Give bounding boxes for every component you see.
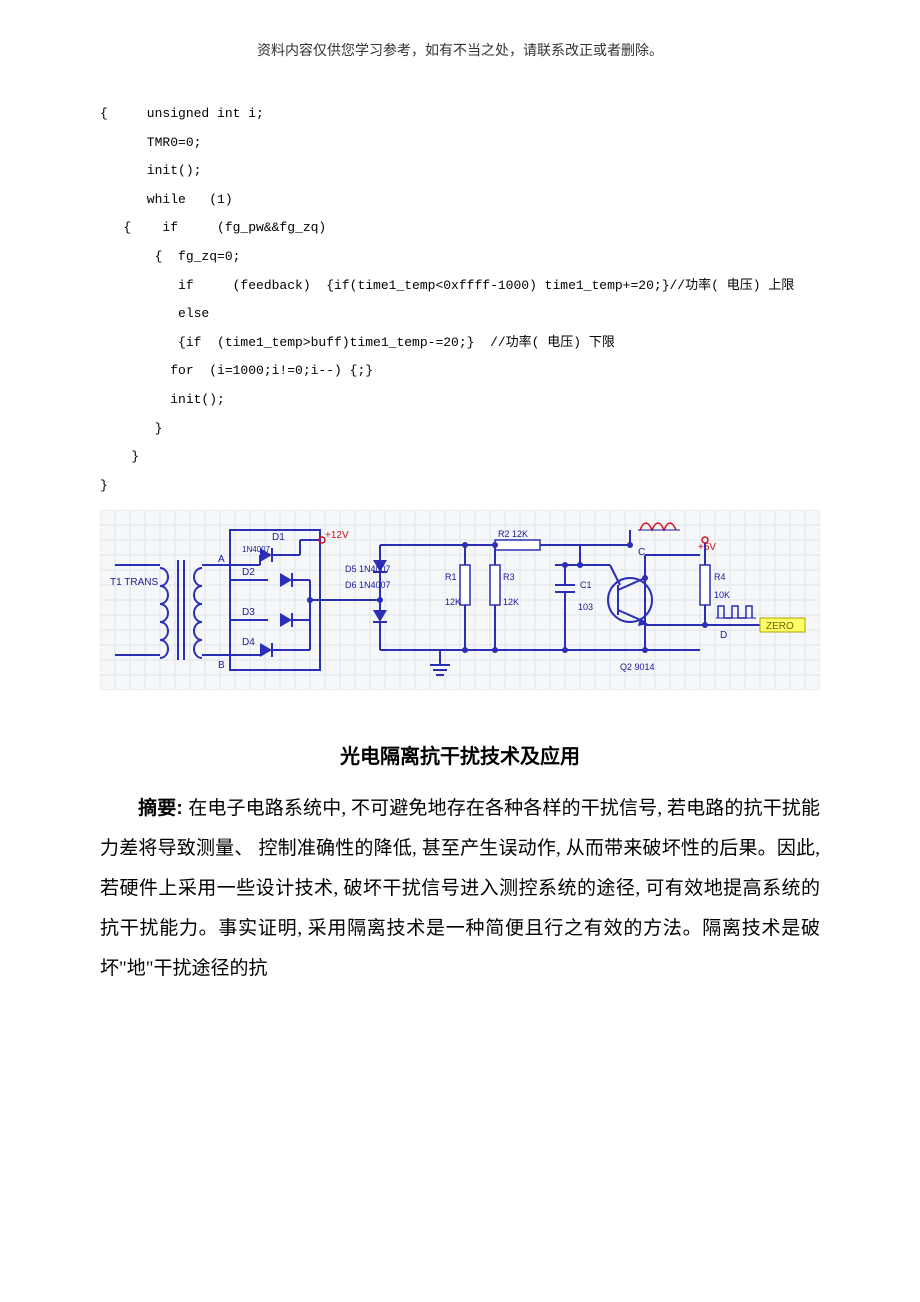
svg-text:R1: R1 — [445, 572, 457, 582]
svg-text:D: D — [720, 630, 727, 641]
svg-text:C1: C1 — [580, 580, 592, 590]
svg-text:12K: 12K — [445, 597, 461, 607]
svg-text:R3: R3 — [503, 572, 515, 582]
svg-text:+12V: +12V — [325, 530, 349, 541]
article-abstract: 摘要: 在电子电路系统中, 不可避免地存在各种各样的干扰信号, 若电路的抗干扰能… — [100, 789, 820, 988]
svg-text:B: B — [218, 660, 225, 671]
svg-text:103: 103 — [578, 602, 593, 612]
svg-text:12K: 12K — [503, 597, 519, 607]
abstract-label: 摘要: — [138, 798, 188, 819]
svg-text:D6 1N4007: D6 1N4007 — [345, 580, 391, 590]
article-title: 光电隔离抗干扰技术及应用 — [100, 740, 820, 769]
svg-text:D5 1N4007: D5 1N4007 — [345, 564, 391, 574]
svg-text:ZERO: ZERO — [766, 621, 794, 632]
svg-text:R2 12K: R2 12K — [498, 529, 528, 539]
svg-text:A: A — [218, 554, 225, 565]
abstract-text: 在电子电路系统中, 不可避免地存在各种各样的干扰信号, 若电路的抗干扰能力差将导… — [100, 798, 820, 979]
svg-text:+5V: +5V — [698, 542, 716, 553]
svg-text:R4: R4 — [714, 572, 726, 582]
svg-text:D3: D3 — [242, 607, 255, 618]
header-note: 资料内容仅供您学习参考，如有不当之处，请联系改正或者删除。 — [100, 40, 820, 60]
circuit-diagram: T1 TRANSABD11N4007D2D3D4+12VD5 1N4007D6 … — [100, 510, 820, 690]
svg-text:D1: D1 — [272, 532, 285, 543]
svg-text:D4: D4 — [242, 637, 255, 648]
svg-text:Q2 9014: Q2 9014 — [620, 662, 655, 672]
code-block: { unsigned int i; TMR0=0; init(); while … — [100, 100, 820, 500]
svg-text:D2: D2 — [242, 567, 255, 578]
svg-text:T1 TRANS: T1 TRANS — [110, 577, 158, 588]
svg-text:10K: 10K — [714, 590, 730, 600]
circuit-svg: T1 TRANSABD11N4007D2D3D4+12VD5 1N4007D6 … — [100, 510, 820, 690]
